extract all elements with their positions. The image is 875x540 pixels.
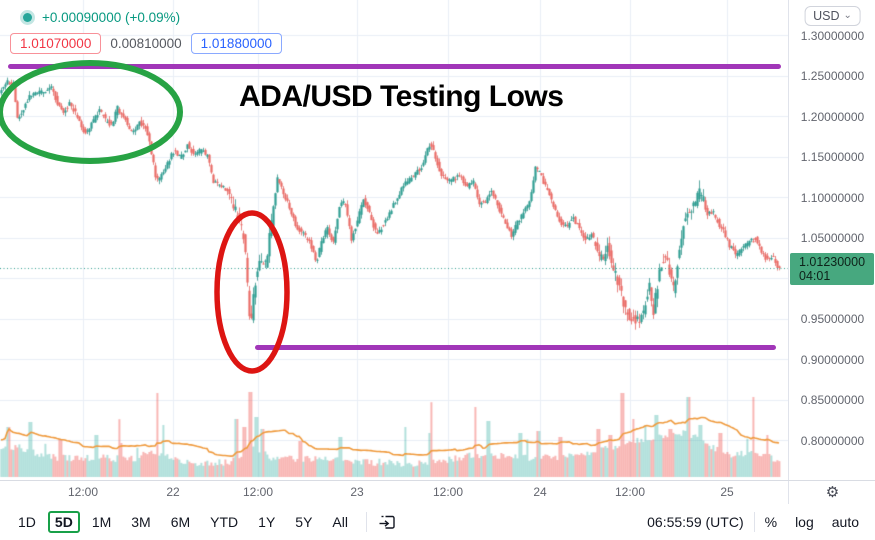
time-axis-label: 12:00 [432,485,464,499]
scale-percent[interactable]: % [764,514,778,530]
high-price-box[interactable]: 1.01880000 [190,33,282,54]
go-to-date-icon[interactable] [377,512,397,532]
time-axis-label: 22 [166,485,180,499]
last-price-value: 1.01230000 [799,255,866,270]
price-change-text: +0.00090000 (+0.09%) [42,9,181,25]
price-axis-label: 1.30000000 [800,28,865,43]
currency-label: USD [813,9,840,23]
time-axis-label: 24 [533,485,547,499]
last-price-badge: 1.01230000 04:01 [790,253,874,286]
currency-selector[interactable]: USD ⌄ [804,6,861,26]
chart-title: ADA/USD Testing Lows [239,80,564,113]
candlestick-chart-canvas[interactable] [0,0,788,480]
legend: +0.00090000 (+0.09%) 1.01070000 0.008100… [10,6,282,54]
time-axis-label: 12:00 [67,485,99,499]
price-axis-label: 1.15000000 [800,150,865,164]
price-axis-label: 0.85000000 [800,393,865,407]
timeframe-all[interactable]: All [332,514,348,530]
timeframe-1y[interactable]: 1Y [258,514,276,530]
price-axis-label: 1.05000000 [800,231,865,245]
bottom-toolbar: 1D 5D 1M 3M 6M YTD 1Y 5Y All 06:55:59 (UTC) % log… [0,504,875,540]
gear-icon[interactable]: ⚙ [825,484,840,501]
price-axis-label: 0.80000000 [800,433,865,448]
time-axis[interactable]: 12:00 22 12:00 23 12:00 24 12:00 25 ⚙ [0,480,875,505]
range-value: 0.00810000 [110,36,182,51]
timeframe-5d[interactable]: 5D [47,511,80,533]
support-trendline[interactable] [255,345,776,350]
price-axis-label: 0.90000000 [800,352,865,367]
price-axis-label: 0.95000000 [800,312,865,326]
scale-toggle-group: % log auto [765,514,859,530]
time-axis-label: 23 [350,485,364,499]
price-axis[interactable]: USD ⌄ 1.30000000 1.25000000 1.20000000 1.15… [788,0,875,480]
axis-settings-cell: ⚙ [788,481,875,504]
scale-auto[interactable]: auto [831,514,859,530]
resistance-trendline[interactable] [8,64,781,69]
price-axis-label: 1.25000000 [800,69,865,83]
timeframe-1m[interactable]: 1M [91,514,112,530]
chevron-down-icon: ⌄ [843,10,852,21]
time-axis-label: 12:00 [614,485,646,499]
candle-countdown: 04:01 [799,269,831,284]
timeframe-1d[interactable]: 1D [18,514,36,530]
timeframe-group: 1D 5D 1M 3M 6M YTD 1Y 5Y All [10,510,356,534]
scale-log[interactable]: log [795,514,814,530]
session-clock[interactable]: 06:55:59 (UTC) [647,514,744,530]
timeframe-ytd[interactable]: YTD [210,514,239,530]
divider [753,512,755,532]
low-price-box[interactable]: 1.01070000 [10,33,102,54]
chart-pane[interactable]: ADA/USD Testing Lows +0.00090000 (+0.09%… [0,0,788,480]
time-axis-label: 25 [720,485,734,499]
timeframe-6m[interactable]: 6M [170,514,191,530]
timeframe-5y[interactable]: 5Y [295,514,313,530]
time-axis-label: 12:00 [242,485,274,499]
divider [365,512,367,532]
timeframe-3m[interactable]: 3M [131,514,151,530]
series-dot-icon[interactable] [23,12,32,22]
price-axis-label: 1.10000000 [800,190,865,205]
price-axis-label: 1.20000000 [800,109,865,124]
